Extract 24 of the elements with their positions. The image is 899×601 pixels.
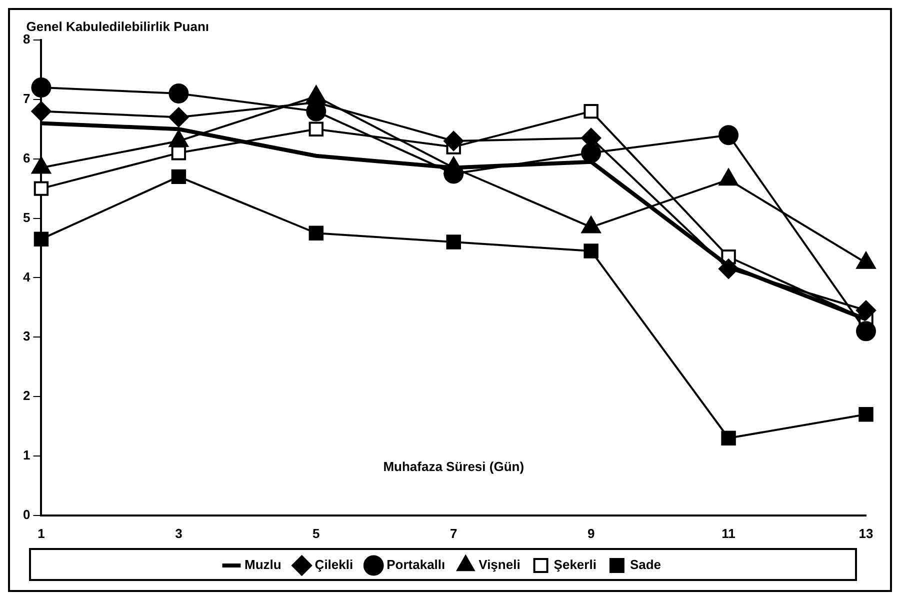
x-tick-label: 11 xyxy=(722,526,736,541)
x-tick-label: 3 xyxy=(175,526,182,541)
x-tick-label: 13 xyxy=(858,526,874,541)
y-tick-label: 6 xyxy=(22,150,30,166)
y-tick-label: 8 xyxy=(22,32,30,47)
y-tick-label: 1 xyxy=(22,448,30,463)
x-tick-label: 9 xyxy=(587,526,595,541)
legend-label: Sade xyxy=(630,557,662,572)
x-axis-title: Muhafaza Süresi (Gün) xyxy=(383,458,524,474)
y-tick-label: 7 xyxy=(22,91,30,106)
x-tick-label: 1 xyxy=(38,526,45,541)
legend-label: Şekerli xyxy=(554,557,596,572)
legend-label: Muzlu xyxy=(244,557,282,572)
y-tick-label: 2 xyxy=(22,388,30,404)
legend-label: Vişneli xyxy=(478,557,520,572)
legend-label: Çilekli xyxy=(314,557,354,572)
y-tick-label: 0 xyxy=(22,506,30,522)
y-tick-label: 4 xyxy=(22,269,31,284)
y-axis-title: Genel Kabuledilebilirlik Puanı xyxy=(26,19,210,34)
y-tick-label: 3 xyxy=(22,328,30,344)
x-tick-label: 5 xyxy=(312,526,320,541)
x-tick-label: 7 xyxy=(450,526,458,541)
legend-label: Portakallı xyxy=(386,557,446,572)
y-tick-label: 5 xyxy=(22,210,30,225)
